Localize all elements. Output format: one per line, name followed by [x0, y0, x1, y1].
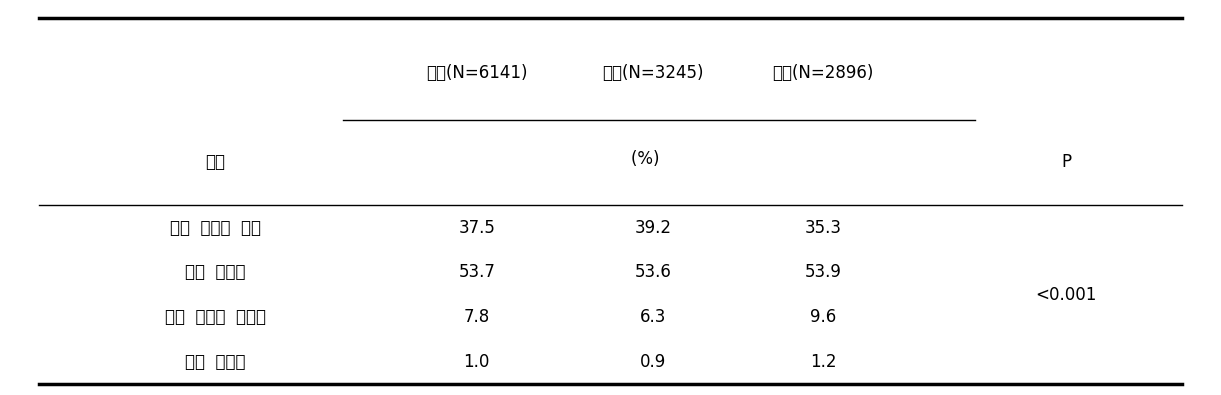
Text: 53.6: 53.6: [635, 263, 672, 282]
Text: 37.5: 37.5: [458, 219, 496, 237]
Text: 항상  그렇다: 항상 그렇다: [186, 353, 245, 371]
Text: <0.001: <0.001: [1035, 286, 1096, 304]
Text: 여자(N=2896): 여자(N=2896): [773, 64, 874, 82]
Text: 가끔  그렇다: 가끔 그렇다: [186, 263, 245, 282]
Text: 39.2: 39.2: [635, 219, 672, 237]
Text: 거의  대부분  그렇다: 거의 대부분 그렇다: [165, 308, 266, 326]
Text: (%): (%): [630, 150, 669, 167]
Text: 남자(N=3245): 남자(N=3245): [602, 64, 703, 82]
Text: 9.6: 9.6: [810, 308, 836, 326]
Text: 35.3: 35.3: [805, 219, 841, 237]
Text: 항목: 항목: [205, 153, 226, 171]
Text: 53.7: 53.7: [458, 263, 496, 282]
Text: 1.0: 1.0: [464, 353, 490, 371]
Text: 0.9: 0.9: [640, 353, 667, 371]
Text: 전체(N=6141): 전체(N=6141): [426, 64, 527, 82]
Text: 53.9: 53.9: [805, 263, 841, 282]
Text: 거의  그렇지  않다: 거의 그렇지 않다: [170, 219, 261, 237]
Text: P: P: [1061, 153, 1071, 171]
Text: 1.2: 1.2: [810, 353, 836, 371]
Text: 6.3: 6.3: [640, 308, 667, 326]
Text: 7.8: 7.8: [464, 308, 490, 326]
